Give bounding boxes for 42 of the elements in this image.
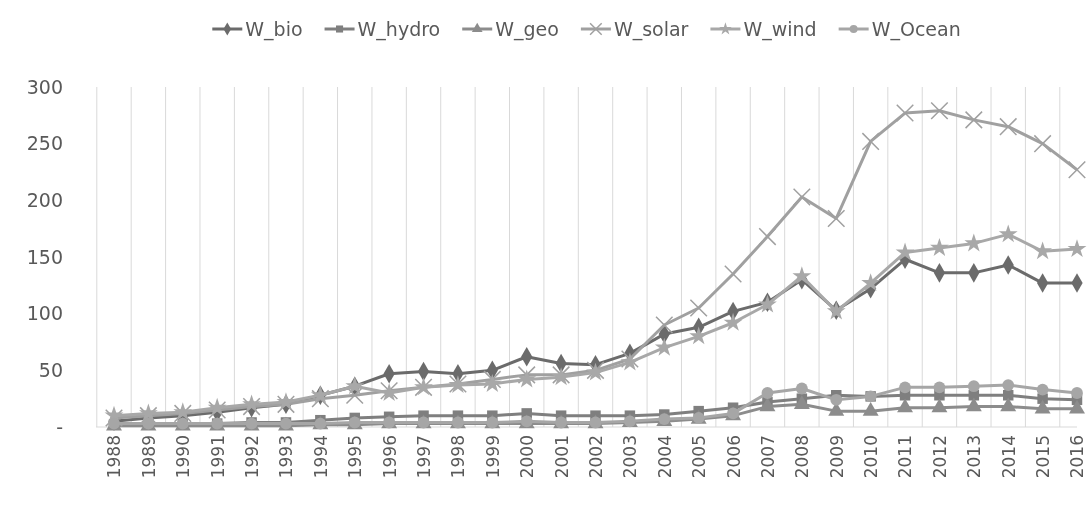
x-tick-label: 1994 [310,435,331,479]
y-tick-label: 300 [26,75,63,98]
x-tick-label: 2014 [998,435,1019,479]
legend-label: W_solar [613,17,689,41]
x-tick-label: 2003 [620,435,641,479]
x-tick-label: 2008 [792,435,813,479]
x-tick-label: 1992 [242,435,263,479]
x-tick-label: 2007 [757,435,778,479]
y-tick-label: 50 [38,358,63,381]
x-tick-label: 2016 [1067,435,1088,479]
x-tick-label: 1997 [413,435,434,479]
x-tick-label: 2005 [689,435,710,479]
x-tick-label: 2015 [1033,435,1054,479]
x-tick-label: 1991 [207,435,228,479]
y-tick-label: 250 [26,132,63,155]
x-tick-label: 1990 [173,435,194,479]
legend-label: W_wind [743,17,817,41]
y-tick-label: 150 [26,245,63,268]
legend-label: W_hydro [357,17,441,41]
x-tick-label: 1995 [345,435,366,479]
legend-label: W_Ocean [871,17,961,41]
x-tick-label: 2004 [654,435,675,479]
x-tick-label: 1996 [379,435,400,479]
x-tick-label: 2002 [585,435,606,479]
x-tick-label: 2000 [517,435,538,479]
x-tick-label: 1988 [104,435,125,479]
y-tick-label: 100 [26,302,63,325]
legend-label: W_geo [495,17,559,41]
x-tick-label: 2011 [895,435,916,479]
x-tick-label: 2010 [861,435,882,479]
legend-label: W_bio [245,17,303,41]
x-tick-label: 1998 [448,435,469,479]
x-tick-label: 1993 [276,435,297,479]
y-tick-label: 200 [26,188,63,211]
x-tick-label: 1989 [138,435,159,479]
x-tick-label: 2009 [826,435,847,479]
x-tick-label: 2001 [551,435,572,479]
x-tick-label: 2006 [723,435,744,479]
x-tick-label: 2013 [964,435,985,479]
y-tick-label: - [56,415,63,438]
x-tick-label: 1999 [482,435,503,479]
x-tick-label: 2012 [929,435,950,479]
